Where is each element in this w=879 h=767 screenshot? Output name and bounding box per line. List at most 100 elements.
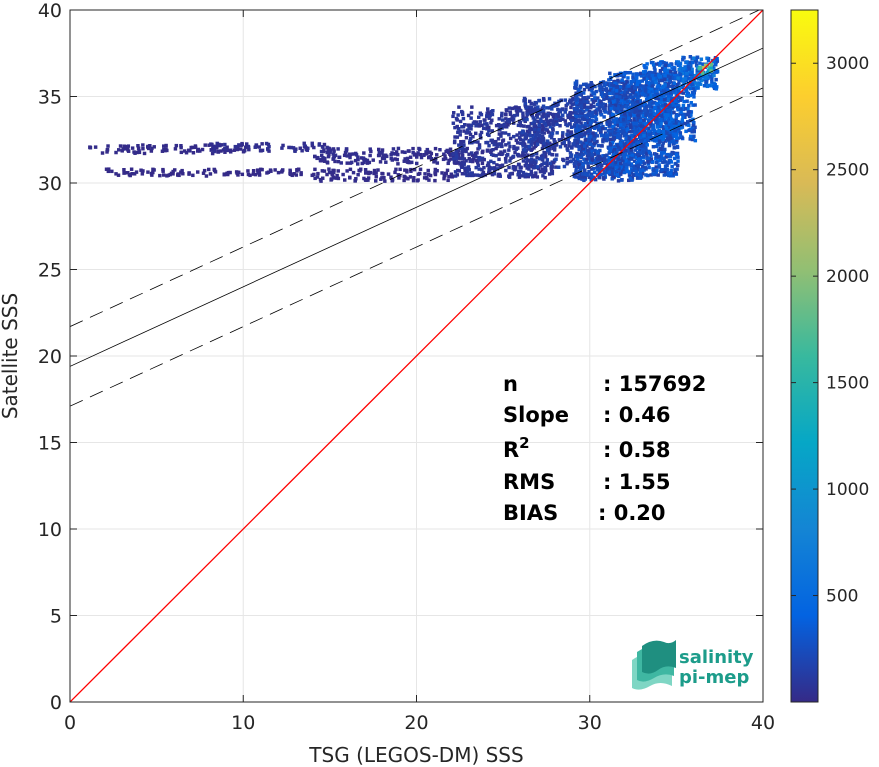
density-cell — [714, 87, 719, 91]
density-cell — [507, 174, 511, 178]
density-cell — [521, 142, 525, 146]
density-cell — [348, 155, 352, 160]
density-cell — [122, 144, 126, 148]
density-cell — [443, 171, 448, 176]
density-cell — [558, 118, 562, 122]
density-cell — [528, 109, 533, 113]
density-cell — [634, 129, 639, 133]
density-cell — [257, 145, 261, 149]
density-cell — [617, 117, 622, 122]
density-cell — [438, 148, 442, 152]
density-cell — [453, 170, 458, 174]
density-cell — [599, 163, 603, 167]
logo-line1: salinity — [679, 647, 754, 668]
density-cell — [368, 153, 372, 158]
density-cell — [365, 158, 370, 163]
density-cell — [235, 147, 240, 152]
density-cell — [459, 142, 464, 146]
density-cell — [627, 145, 631, 149]
density-cell — [635, 75, 639, 79]
density-cell — [663, 73, 667, 78]
density-cell — [534, 136, 538, 140]
density-cell — [201, 171, 206, 175]
density-cell — [644, 126, 648, 131]
density-cell — [692, 95, 696, 99]
density-cell — [415, 155, 419, 159]
density-cell — [560, 107, 565, 111]
density-cell — [640, 137, 645, 141]
density-cell — [589, 151, 594, 155]
density-cell — [471, 121, 476, 125]
density-cell — [383, 153, 388, 157]
density-cell — [686, 65, 691, 69]
density-cell — [523, 175, 527, 179]
density-cell — [470, 153, 475, 157]
density-cell — [640, 171, 645, 176]
density-cell — [681, 115, 685, 119]
density-cell — [460, 153, 465, 158]
density-cell — [468, 141, 472, 145]
density-cell — [619, 99, 624, 103]
density-cell — [344, 149, 349, 153]
density-cell — [645, 74, 649, 79]
density-cell — [394, 150, 399, 154]
density-cell — [690, 91, 695, 95]
density-cell — [714, 63, 718, 67]
density-cell — [140, 172, 145, 176]
density-cell — [663, 139, 668, 143]
density-cell — [535, 132, 539, 137]
density-cell — [557, 99, 561, 104]
density-cell — [229, 150, 233, 154]
density-cell — [685, 123, 689, 127]
density-cell — [665, 87, 669, 92]
density-cell — [500, 111, 504, 116]
density-cell — [663, 90, 667, 94]
x-axis-label: TSG (LEGOS-DM) SSS — [308, 743, 523, 767]
density-cell — [678, 134, 683, 138]
density-cell — [671, 134, 676, 139]
density-cell — [629, 81, 633, 86]
density-cell — [673, 70, 677, 75]
density-cell — [633, 121, 637, 126]
density-cell — [640, 164, 645, 169]
density-cell — [676, 126, 681, 131]
density-cell — [604, 88, 609, 92]
density-cell — [525, 112, 530, 116]
density-cell — [616, 99, 620, 103]
density-cell — [664, 126, 669, 131]
density-cell — [595, 158, 600, 162]
density-cell — [652, 87, 656, 91]
density-cell — [582, 105, 587, 109]
density-cell — [483, 122, 487, 126]
density-cell — [649, 113, 653, 117]
density-cell — [709, 62, 714, 67]
density-cell — [619, 126, 623, 130]
density-cell — [630, 175, 635, 179]
density-cell — [657, 163, 661, 167]
density-cell — [521, 116, 525, 121]
density-cell — [542, 131, 546, 135]
density-cell — [648, 72, 652, 76]
density-cell — [672, 156, 677, 161]
density-cell — [629, 105, 634, 109]
density-cell — [525, 108, 530, 112]
density-cell — [667, 92, 672, 96]
density-cell — [611, 166, 616, 170]
density-cell — [471, 173, 475, 177]
density-cell — [602, 97, 606, 101]
density-cell — [490, 129, 495, 133]
density-cell — [694, 58, 698, 63]
density-cell — [530, 147, 534, 151]
density-cell — [646, 121, 651, 125]
density-cell — [607, 107, 611, 111]
density-cell — [466, 123, 471, 127]
density-cell — [471, 157, 476, 161]
density-cell — [618, 123, 623, 127]
density-cell — [597, 167, 602, 171]
density-cell — [644, 84, 648, 88]
density-cell — [207, 143, 211, 147]
density-cell — [508, 112, 513, 116]
density-cell — [531, 166, 536, 170]
y-tick-label: 5 — [50, 606, 62, 628]
density-cell — [485, 132, 490, 136]
